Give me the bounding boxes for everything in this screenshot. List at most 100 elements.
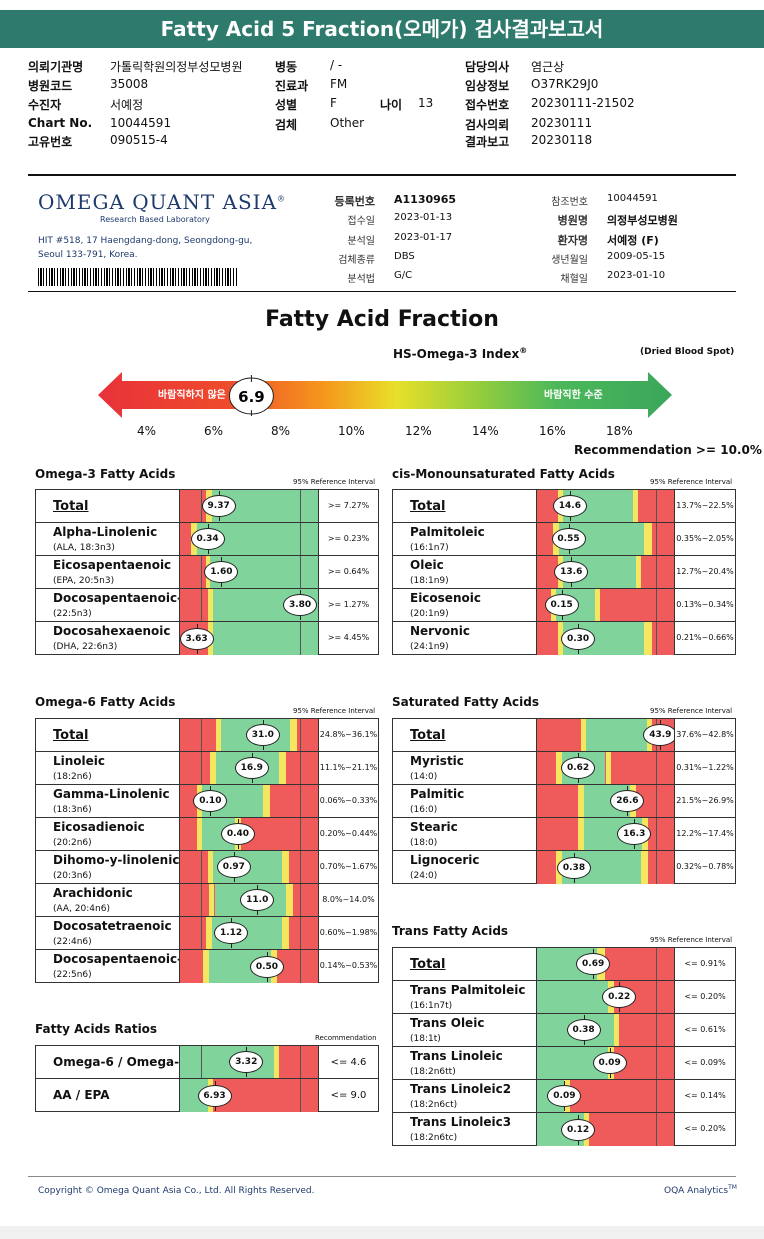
registration-label: 등록번호 xyxy=(334,195,375,208)
bar-segment xyxy=(289,917,318,949)
header-label: 결과보고 xyxy=(465,135,510,149)
level-bar: 31.0 xyxy=(179,719,319,751)
header-label: 진료과 xyxy=(275,79,309,93)
level-bar: 0.10 xyxy=(179,785,319,817)
value-marker: 16.9 xyxy=(234,753,269,783)
oqa-analytics: OQA AnalyticsTM xyxy=(664,1184,737,1196)
bar-segment xyxy=(605,948,674,980)
trans-reference-interval-label: 95% Reference Interval xyxy=(650,936,733,944)
bar-guide-line xyxy=(200,556,202,588)
fatty-acid-name: Total xyxy=(410,498,446,514)
omega3-table: Total 9.37 >= 7.27% Alpha-Linolenic (ALA, 18… xyxy=(35,489,379,655)
bar-guide-line xyxy=(656,1047,658,1079)
bar-guide-line xyxy=(656,490,658,522)
fatty-acid-subname: (22:4n6) xyxy=(53,937,92,947)
registration-label: 검체종류 xyxy=(338,255,375,266)
fatty-acid-name: Omega-6 / Omega-3 xyxy=(53,1054,188,1069)
fatty-acid-subname: (24:0) xyxy=(410,871,438,881)
bar-segment xyxy=(203,950,209,983)
header-value: 20230111 xyxy=(531,116,593,130)
fatty-acid-subname: (DHA, 22:6n3) xyxy=(53,642,118,652)
mufa-row: Palmitoleic (16:1n7) 0.55 0.35%~2.05% xyxy=(393,523,735,556)
level-bar: 9.37 xyxy=(179,490,319,522)
reference-value: 8.0%~14.0% xyxy=(322,894,375,904)
value-marker: 0.50 xyxy=(249,951,284,982)
bar-segment xyxy=(652,523,674,555)
gauge-tick-label: 18% xyxy=(606,424,633,438)
bar-guide-line xyxy=(300,523,302,555)
age-label: 나이 xyxy=(380,98,403,112)
bar-segment xyxy=(286,752,318,784)
fatty-acid-subname: (20:2n6) xyxy=(53,838,92,848)
level-bar: 0.30 xyxy=(536,622,675,655)
reference-value: 0.35%~2.05% xyxy=(676,533,734,543)
reference-value: 0.14%~0.53% xyxy=(319,960,378,970)
sfa-row: Lignoceric (24:0) 0.38 0.32%~0.78% xyxy=(393,851,735,884)
dried-blood-spot-note: (Dried Blood Spot) xyxy=(640,347,735,357)
value-marker: 1.12 xyxy=(214,918,249,948)
value-marker: 3.63 xyxy=(180,623,214,654)
fatty-acid-subname: (22:5n3) xyxy=(53,609,92,619)
header-label: 담당의사 xyxy=(465,60,510,74)
age-value: 13 xyxy=(418,96,434,110)
bar-segment xyxy=(269,785,318,817)
bar-segment xyxy=(632,490,639,522)
value-marker: 31.0 xyxy=(245,720,280,750)
bar-segment xyxy=(613,1014,620,1046)
bar-segment xyxy=(196,818,203,850)
value-marker: 0.97 xyxy=(216,852,251,882)
bar-guide-line xyxy=(300,556,302,588)
trans-row: Total 0.69 <= 0.91% xyxy=(393,948,735,981)
registration-value: 2023-01-17 xyxy=(394,232,453,243)
bar-segment xyxy=(578,785,584,817)
bar-segment xyxy=(297,719,318,751)
bar-guide-line xyxy=(200,752,202,784)
sfa-row: Palmitic (16:0) 26.6 21.5%~26.9% xyxy=(393,785,735,818)
report-title: Fatty Acid 5 Fraction(오메가) 검사결과보고서 xyxy=(0,10,764,48)
bar-segment xyxy=(641,556,674,588)
reference-value: 0.60%~1.98% xyxy=(319,927,378,937)
value-marker: 0.15 xyxy=(544,590,579,620)
level-bar: 16.9 xyxy=(179,752,319,784)
omega6-row: Dihomo-y-linolenic (20:3n6) 0.97 0.70%~1.67… xyxy=(36,851,378,884)
reference-value: <= 0.91% xyxy=(684,958,726,968)
level-bar: 0.09 xyxy=(536,1047,675,1079)
bar-guide-line xyxy=(656,851,658,884)
fatty-acid-name: Lignoceric xyxy=(410,853,480,867)
header-label: 병원코드 xyxy=(28,79,73,93)
level-bar: 6.93 xyxy=(179,1079,319,1112)
value-marker: 0.22 xyxy=(602,982,637,1012)
ratios-table: Omega-6 / Omega-3 3.32 <= 4.6 AA / EPA 6.93 <… xyxy=(35,1045,379,1112)
fatty-acid-subname: (18:3n6) xyxy=(53,805,92,815)
bar-segment xyxy=(537,752,557,784)
index-recommendation: Recommendation >= 10.0% xyxy=(574,443,762,457)
header-value: 10044591 xyxy=(110,116,172,130)
trans-row: Trans Linoleic3 (18:2n6tc) 0.12 <= 0.20% xyxy=(393,1113,735,1146)
bar-guide-line xyxy=(200,884,202,916)
header-value: 서예정 xyxy=(110,98,144,112)
bar-segment xyxy=(537,719,581,751)
registration-label: 생년월일 xyxy=(551,255,588,266)
header-value: 35008 xyxy=(110,77,149,91)
registration-value: 2023-01-13 xyxy=(394,212,453,223)
value-marker: 16.3 xyxy=(617,819,652,849)
fatty-acid-subname: (18:2n6tc) xyxy=(410,1133,458,1143)
mufa-row: Oleic (18:1n9) 13.6 12.7%~20.4% xyxy=(393,556,735,589)
value-marker: 0.38 xyxy=(566,1015,601,1045)
value-marker: 0.09 xyxy=(592,1048,627,1078)
bar-segment xyxy=(557,622,564,655)
header-value: Other xyxy=(330,116,365,130)
bar-segment xyxy=(605,752,611,784)
omega6-title: Omega-6 Fatty Acids xyxy=(35,695,176,709)
bar-guide-line xyxy=(200,1046,202,1078)
header-label: 병동 xyxy=(275,60,298,74)
gauge-tick-label: 14% xyxy=(472,424,499,438)
fatty-acid-name: Trans Oleic xyxy=(410,1016,485,1030)
header-value: 가톨릭학원의정부성모병원 xyxy=(110,60,243,74)
fatty-acid-name: Stearic xyxy=(410,820,458,834)
mufa-table: Total 14.6 13.7%~22.5% Palmitoleic (16:1n7) 0… xyxy=(392,489,736,655)
bar-segment xyxy=(215,719,222,751)
bottom-band xyxy=(0,1226,764,1239)
fatty-acid-name: Arachidonic xyxy=(53,886,133,900)
fatty-acid-subname: (20:1n9) xyxy=(410,609,449,619)
